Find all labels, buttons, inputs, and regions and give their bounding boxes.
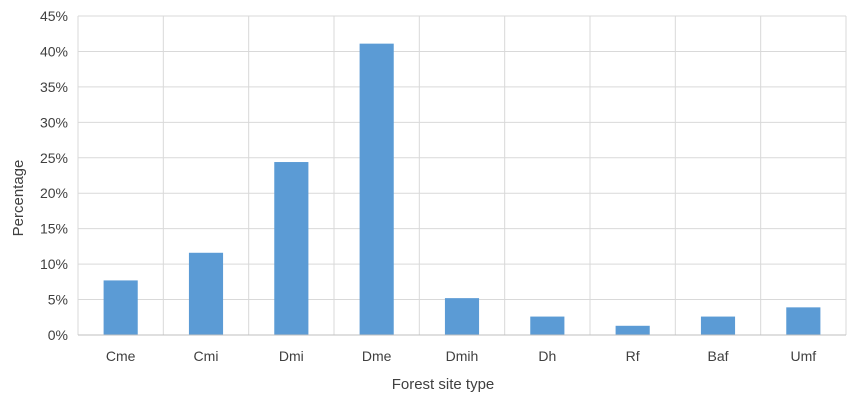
y-tick-label: 15%	[40, 221, 68, 237]
y-tick-label: 5%	[48, 292, 68, 308]
bar-series	[103, 43, 821, 335]
y-axis-title: Percentage	[10, 160, 27, 237]
grid-lines	[77, 15, 847, 335]
bar-baf	[700, 316, 736, 335]
y-tick-label: 40%	[40, 43, 68, 59]
x-tick-label: Cmi	[194, 348, 219, 364]
x-axis-title: Forest site type	[392, 376, 495, 393]
x-tick-label: Dme	[362, 348, 392, 364]
x-tick-label: Dmi	[279, 348, 304, 364]
y-tick-label: 10%	[40, 256, 68, 272]
y-axis-ticks: 0% 5% 10% 15% 20% 25% 30% 35% 40% 45%	[40, 8, 68, 343]
x-tick-label: Umf	[790, 348, 816, 364]
y-tick-label: 35%	[40, 79, 68, 95]
y-tick-label: 25%	[40, 150, 68, 166]
bar-umf	[786, 307, 821, 335]
y-tick-label: 45%	[40, 8, 68, 24]
bar-rf	[615, 325, 650, 335]
bar-dmi	[274, 162, 309, 335]
x-tick-label: Rf	[626, 348, 640, 364]
x-axis-ticks: Cme Cmi Dmi Dme Dmih Dh Rf Baf Umf	[106, 348, 816, 364]
bar-cmi	[188, 252, 224, 335]
y-tick-label: 30%	[40, 114, 68, 130]
bar-dme	[359, 43, 394, 335]
x-tick-label: Dh	[538, 348, 556, 364]
y-tick-label: 0%	[48, 327, 68, 343]
bar-dh	[530, 316, 565, 335]
x-tick-label: Baf	[707, 348, 728, 364]
x-tick-label: Cme	[106, 348, 136, 364]
x-tick-label: Dmih	[446, 348, 479, 364]
bar-cme	[103, 280, 138, 335]
y-tick-label: 20%	[40, 185, 68, 201]
bar-dmih	[444, 298, 480, 335]
